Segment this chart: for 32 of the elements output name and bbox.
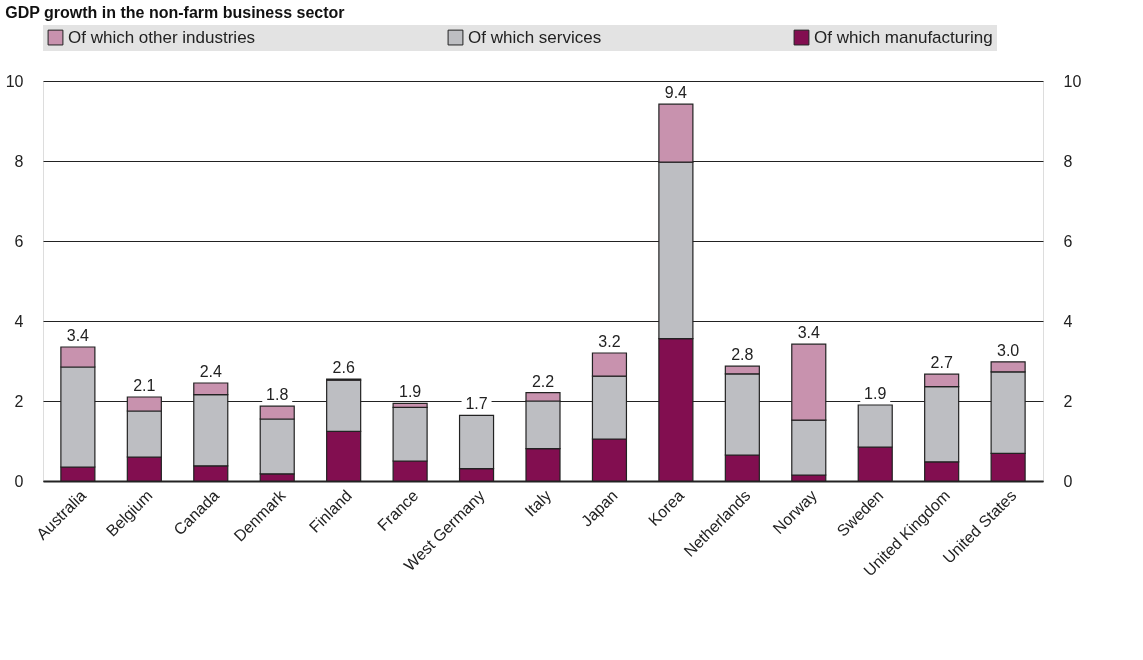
- total-label: 3.4: [797, 324, 820, 342]
- total-label: 1.9: [864, 385, 887, 402]
- x-tick-label: Italy: [521, 486, 555, 520]
- total-label: 2.8: [731, 346, 754, 364]
- y-tick-label: 0: [14, 472, 24, 490]
- total-label: 3.0: [996, 341, 1020, 359]
- y2-tick-label: 4: [1063, 312, 1073, 330]
- total-label: 1.8: [266, 386, 289, 404]
- chart-title: GDP growth in the non-farm business sector: [5, 4, 345, 21]
- y2-tick-label: 8: [1063, 152, 1073, 170]
- total-label: 9.4: [664, 84, 688, 102]
- legend-label: Of which other industries: [68, 27, 256, 47]
- y2-tick-label: 2: [1063, 392, 1073, 410]
- y2-tick-label: 0: [1063, 472, 1073, 490]
- total-label: 1.7: [465, 395, 488, 413]
- total-label: 2.1: [133, 377, 156, 394]
- y-tick-label: 2: [14, 392, 24, 410]
- total-label: 3.4: [66, 327, 90, 344]
- total-label: 3.2: [598, 333, 621, 350]
- y2-tick-label: 6: [1063, 232, 1073, 250]
- total-label: 2.6: [332, 359, 355, 376]
- legend-label: Of which services: [468, 27, 602, 47]
- y-tick-label: 6: [14, 232, 24, 250]
- y-tick-label: 4: [14, 312, 24, 330]
- total-label: 2.7: [930, 354, 953, 372]
- y-tick-label: 10: [5, 72, 24, 90]
- y-tick-label: 8: [14, 152, 24, 170]
- legend-label: Of which manufacturing: [814, 27, 993, 47]
- total-label: 2.2: [531, 372, 555, 390]
- total-label: 2.4: [199, 363, 222, 380]
- total-label: 1.9: [398, 383, 422, 401]
- y2-tick-label: 10: [1063, 72, 1082, 90]
